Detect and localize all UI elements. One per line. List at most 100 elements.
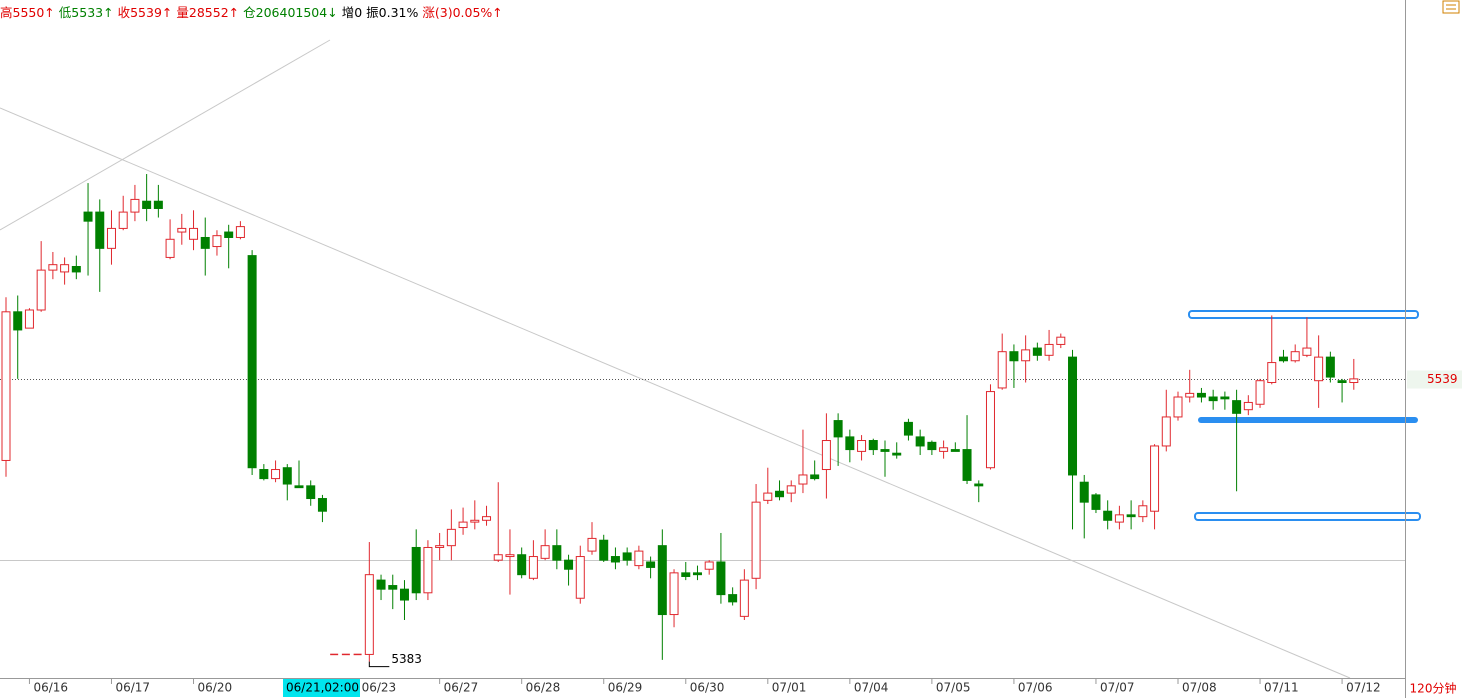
period-label: 120分钟 [1410,681,1457,696]
time-label: 06/29 [608,681,643,695]
candle-body [95,211,105,249]
time-label: 07/04 [854,681,889,695]
candle-body [903,421,913,436]
candle-body [939,447,949,452]
header-item: 低5533↑ [58,5,114,20]
candle-body [505,554,515,558]
candle-body [786,485,796,494]
candle-body [364,574,374,655]
candle-body [1103,510,1113,521]
candle-body [751,501,761,579]
candle-body [1267,362,1277,384]
candle-body [376,579,386,590]
candle-body [1208,396,1218,402]
candle-body [845,436,855,451]
header-item: 增0 [341,5,363,20]
low-marker-label: 5383 [391,652,422,666]
time-label: 07/01 [772,681,807,695]
candle-body [435,545,445,548]
candle-body [36,269,46,311]
candle-body [704,561,714,570]
candle-body [294,485,304,489]
candle-body [1337,380,1347,384]
candle-body [517,554,527,576]
candle-body [985,391,995,469]
candle-body [1091,494,1101,510]
time-label: 07/05 [936,681,971,695]
candle-body [60,264,70,273]
time-label: 06/23 [362,681,397,695]
candle-body [739,579,749,617]
candle-body [1173,396,1183,418]
candle-body [224,231,234,238]
cursor-label: 06/21,02:00 [286,681,359,695]
candle-body [13,311,23,331]
candle-body [763,492,773,501]
time-label: 06/17 [115,681,150,695]
candle-body [271,469,281,480]
candle-body [716,561,726,596]
candle-body [950,449,960,452]
candle-body [728,594,738,603]
candle-body [142,200,152,209]
header-item: 仓206401504↓ [243,5,338,20]
candle-body [915,436,925,447]
candle-body [411,546,421,594]
candle-body [599,539,609,561]
low-marker-line [368,661,390,668]
candle-body [1044,343,1054,356]
candle-body [1196,392,1206,398]
header-item: 量28552↑ [176,5,240,20]
candle-body [458,521,468,529]
candle-body [962,449,972,481]
candle-body [1302,347,1312,356]
time-label: 07/07 [1100,681,1135,695]
last-price-box [1407,370,1462,389]
candle-body [399,588,409,601]
candle-body [153,200,163,209]
candle-body [892,452,902,456]
candle-body [200,236,210,249]
time-label: 07/11 [1264,681,1299,695]
candle-body [1079,481,1089,503]
candle-body [1185,392,1195,398]
header-item: 收5539↑ [117,5,173,20]
candle-body [247,255,257,469]
candle-body [798,474,808,485]
last-price-label: 5539 [1427,372,1458,386]
candle-body [177,227,187,233]
candle-body [1138,505,1148,518]
candle-body [388,585,398,590]
candle-body [1255,380,1265,405]
candle-body [974,483,984,487]
candle-body [868,440,878,451]
candle-body [634,550,644,567]
candle-body [657,545,667,616]
header: 高5550↑ 低5533↑ 收5539↑ 量28552↑ 仓206401504↓ 增0 振0… [0,2,507,21]
candle-body [470,519,480,523]
zone-marker [1194,512,1421,521]
time-label: 06/20 [198,681,233,695]
cursor-label-box [283,679,360,697]
corner-icon[interactable] [1442,0,1460,14]
candle-body [106,227,116,249]
candle-body [446,528,456,547]
candle-body [259,469,269,480]
candle-body [1009,351,1019,362]
candle-body [423,546,433,594]
candle-body [83,211,93,222]
header-item: 高5550↑ [0,5,55,20]
candle-body [71,265,81,273]
candle-body [1056,336,1066,345]
plot-area: 5539 06/16 06/17 06/20 06/23 06/27 06/28 06/29 0… [0,174,1462,695]
candle-body [1232,400,1242,414]
candle-body [1161,416,1171,447]
candle-body [575,556,585,599]
header-item: 振0.31% [366,5,419,20]
candle-body [1278,356,1288,362]
candle-body [997,351,1007,389]
candle-body [282,467,292,485]
